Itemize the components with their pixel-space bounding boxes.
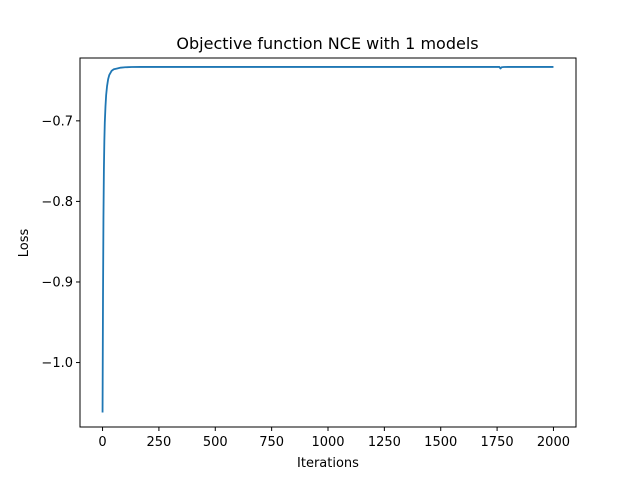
x-tick-label: 0 xyxy=(98,435,106,450)
plot-area xyxy=(101,66,554,413)
x-tick-label: 1000 xyxy=(311,435,344,450)
y-axis-label: Loss xyxy=(17,229,32,258)
x-tick-label: 1500 xyxy=(424,435,457,450)
x-tick-label: 250 xyxy=(146,435,171,450)
chart-title: Objective function NCE with 1 models xyxy=(176,34,478,53)
x-tick-label: 1250 xyxy=(368,435,401,450)
x-tick-label: 1750 xyxy=(481,435,514,450)
x-axis-label: Iterations xyxy=(297,456,359,471)
x-tick-label: 2000 xyxy=(537,435,570,450)
y-axis: −1.0 −0.9 −0.8 −0.7 xyxy=(41,114,80,371)
y-tick-label: −1.0 xyxy=(41,356,73,371)
x-axis: 0 250 500 750 1000 1250 1500 1750 2000 xyxy=(98,427,570,450)
y-tick-label: −0.9 xyxy=(41,275,73,290)
axes-frame xyxy=(79,57,577,428)
series-line-1 xyxy=(101,66,554,413)
y-tick-label: −0.7 xyxy=(41,114,73,129)
y-tick-label: −0.8 xyxy=(41,195,73,210)
x-tick-label: 750 xyxy=(259,435,284,450)
x-tick-label: 500 xyxy=(203,435,228,450)
